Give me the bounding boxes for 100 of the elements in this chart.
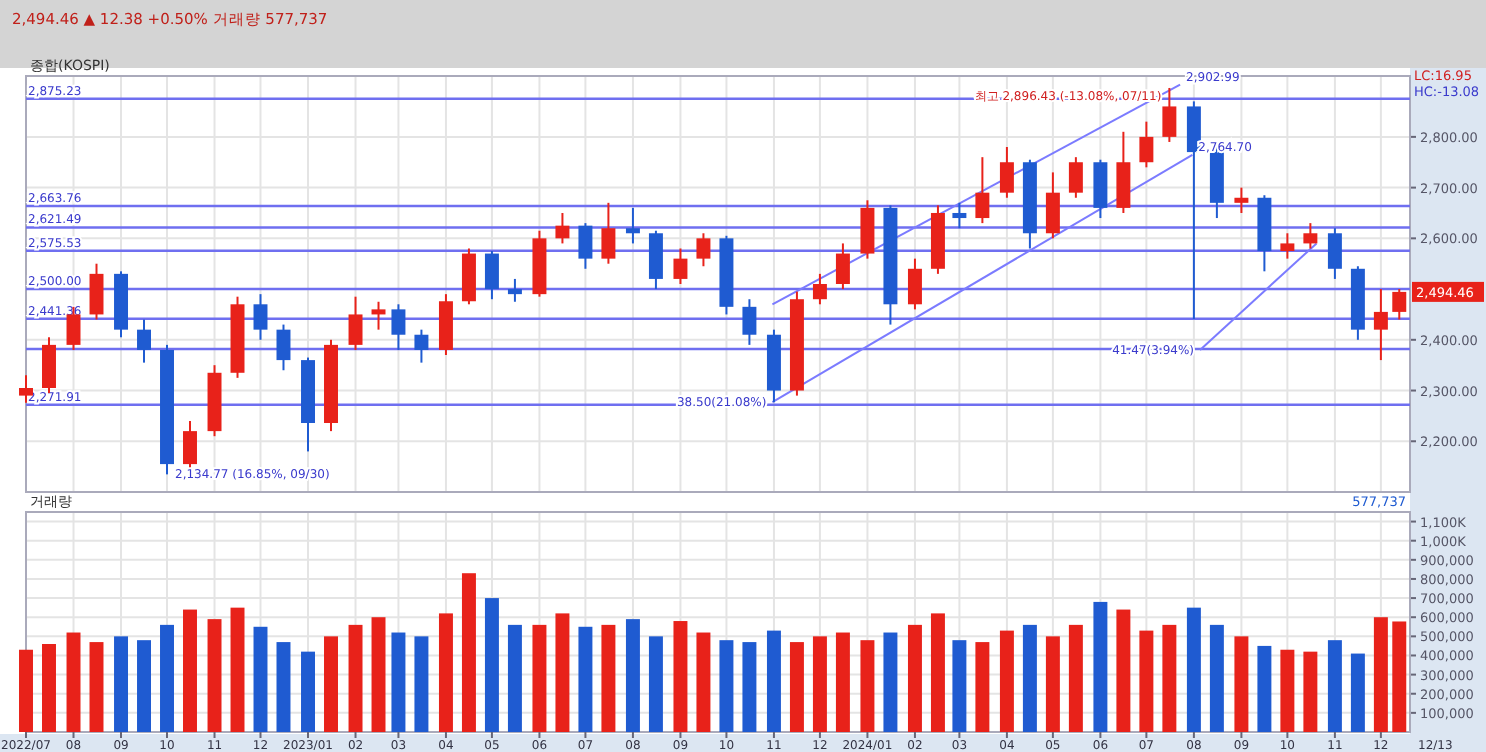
candlestick bbox=[1139, 120, 1154, 169]
bar bbox=[673, 621, 688, 732]
candlestick bbox=[555, 211, 570, 245]
bar bbox=[276, 642, 291, 732]
bar bbox=[742, 642, 757, 732]
bar bbox=[414, 636, 429, 732]
bar bbox=[532, 624, 547, 732]
candlestick bbox=[414, 328, 429, 364]
candlestick bbox=[461, 247, 476, 306]
bar bbox=[601, 624, 616, 732]
bar bbox=[883, 632, 898, 732]
bar bbox=[1257, 645, 1272, 732]
bar bbox=[1327, 640, 1342, 732]
bar bbox=[578, 626, 593, 732]
candlestick bbox=[1068, 156, 1083, 199]
bar bbox=[1116, 609, 1131, 732]
bar bbox=[438, 613, 453, 732]
bar bbox=[348, 624, 363, 732]
bar bbox=[507, 624, 522, 732]
candlestick bbox=[1045, 171, 1060, 240]
bar bbox=[1045, 636, 1060, 732]
bar bbox=[1303, 651, 1318, 732]
bar bbox=[371, 617, 386, 732]
bar bbox=[89, 642, 104, 732]
bar bbox=[952, 640, 967, 732]
bar bbox=[183, 609, 197, 732]
candlestick bbox=[742, 298, 757, 346]
bar bbox=[42, 644, 56, 732]
bar bbox=[696, 632, 711, 732]
candlestick bbox=[19, 374, 33, 404]
candlestick bbox=[999, 146, 1014, 199]
bar bbox=[1373, 617, 1388, 732]
bar bbox=[1068, 624, 1083, 732]
candlestick bbox=[484, 250, 499, 301]
bar bbox=[1209, 624, 1224, 732]
bar bbox=[160, 624, 174, 732]
candlestick bbox=[253, 293, 268, 341]
bar bbox=[1280, 649, 1295, 732]
bar bbox=[812, 636, 827, 732]
candlestick bbox=[348, 295, 363, 351]
candlestick bbox=[952, 201, 967, 230]
candlestick bbox=[673, 247, 688, 285]
candlestick bbox=[1327, 227, 1342, 280]
candlestick bbox=[1162, 86, 1177, 143]
candlestick bbox=[1116, 130, 1131, 214]
candlestick bbox=[507, 277, 522, 303]
candlestick bbox=[391, 303, 406, 351]
candlestick bbox=[578, 222, 593, 270]
bar bbox=[301, 651, 315, 732]
bar bbox=[907, 624, 922, 732]
candlestick bbox=[601, 201, 616, 265]
candlestick bbox=[860, 199, 875, 260]
candlestick bbox=[1280, 232, 1295, 260]
candlestick bbox=[812, 272, 827, 306]
bar bbox=[484, 598, 499, 732]
bar bbox=[253, 626, 268, 732]
bar bbox=[391, 632, 406, 732]
candlestick bbox=[371, 300, 386, 331]
bar bbox=[625, 619, 640, 732]
candlestick bbox=[276, 323, 291, 372]
bar bbox=[766, 630, 781, 732]
bar bbox=[999, 630, 1014, 732]
candlestick bbox=[1093, 158, 1108, 220]
bar bbox=[1093, 601, 1108, 732]
bar bbox=[835, 632, 850, 732]
bar bbox=[975, 642, 990, 732]
bar bbox=[1234, 636, 1249, 732]
candlestick bbox=[1373, 288, 1388, 362]
bar bbox=[648, 636, 663, 732]
bar bbox=[1186, 607, 1201, 732]
bar bbox=[19, 649, 33, 732]
bar bbox=[207, 619, 222, 732]
candlestick bbox=[183, 419, 197, 473]
candlestick bbox=[648, 229, 663, 291]
candlestick bbox=[1303, 222, 1318, 250]
bar bbox=[1392, 621, 1407, 732]
bar bbox=[66, 632, 81, 732]
bar bbox=[230, 607, 245, 732]
bar bbox=[930, 613, 945, 732]
bar bbox=[860, 640, 875, 732]
candlestick bbox=[89, 262, 104, 321]
candlestick bbox=[975, 156, 990, 225]
bar bbox=[1139, 630, 1154, 732]
candlestick bbox=[907, 257, 922, 311]
bar bbox=[719, 640, 734, 732]
candlestick bbox=[625, 206, 640, 245]
bar bbox=[789, 642, 804, 732]
bar bbox=[1350, 653, 1365, 732]
candlestick bbox=[835, 242, 850, 291]
candlestick bbox=[42, 336, 56, 395]
candlestick bbox=[1234, 186, 1249, 214]
bar bbox=[324, 636, 338, 732]
bar bbox=[1162, 624, 1177, 732]
candlestick bbox=[696, 232, 711, 268]
bar bbox=[137, 640, 151, 732]
bar bbox=[461, 573, 476, 732]
bar bbox=[1022, 624, 1037, 732]
bar bbox=[555, 613, 570, 732]
candlestick bbox=[1392, 288, 1407, 321]
candlestick bbox=[137, 318, 151, 364]
